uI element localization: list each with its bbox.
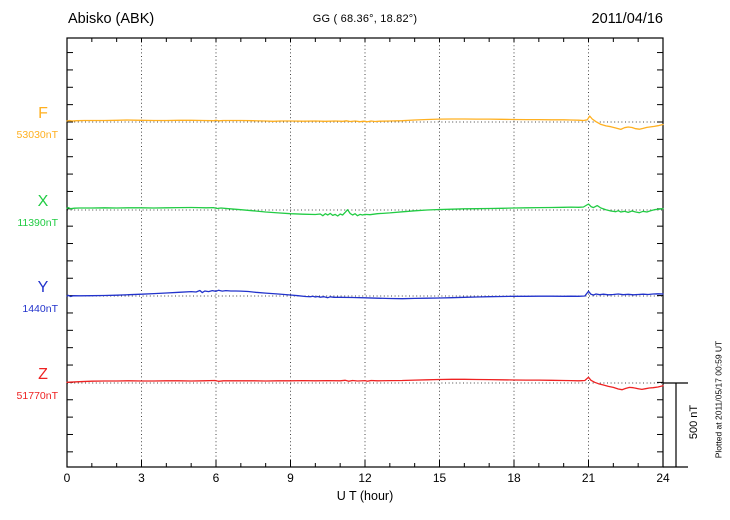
channel-label-X: X — [37, 193, 49, 210]
x-tick-label-6: 6 — [212, 471, 220, 485]
channel-label-F: F — [38, 105, 48, 122]
channel-basevalue-X: 11390nT — [17, 217, 58, 229]
plot-date: 2011/04/16 — [591, 11, 664, 27]
x-tick-label-9: 9 — [287, 471, 294, 485]
x-tick-label-12: 12 — [358, 471, 372, 485]
x-tick-label-24: 24 — [656, 471, 670, 485]
channel-label-Y: Y — [37, 279, 49, 296]
station-title: Abisko (ABK) — [68, 11, 155, 27]
x-axis-tick-labels: 0 3 6 9 12 15 18 21 24 — [0, 471, 730, 487]
trace-F — [66, 115, 664, 131]
plotted-at-note: Plotted at 2011/05/17 00:59 UT — [713, 340, 724, 459]
x-tick-label-3: 3 — [138, 471, 145, 485]
trace-Z — [66, 376, 664, 391]
x-tick-label-18: 18 — [507, 471, 521, 485]
geographic-coordinates: GG ( 68.36°, 18.82°) — [312, 13, 418, 25]
trace-X — [66, 203, 664, 217]
scale-bar-label: 500 nT — [688, 404, 700, 440]
plot-frame — [66, 37, 664, 468]
x-tick-label-0: 0 — [63, 471, 71, 485]
channel-label-Z: Z — [38, 366, 48, 383]
x-tick-label-15: 15 — [432, 471, 447, 485]
x-tick-label-21: 21 — [581, 471, 596, 485]
channel-basevalue-Y: 1440nT — [22, 303, 58, 315]
channel-basevalue-F: 53030nT — [16, 129, 58, 141]
x-axis-title: U T (hour) — [336, 489, 394, 503]
trace-Y — [66, 289, 664, 300]
channel-basevalue-Z: 51770nT — [16, 390, 58, 402]
